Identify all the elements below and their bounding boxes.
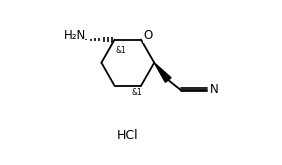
Text: HCl: HCl [117,129,139,142]
Text: &1: &1 [115,46,126,55]
Text: O: O [144,29,153,42]
Text: N: N [210,83,218,96]
Text: H₂N: H₂N [64,29,86,42]
Text: &1: &1 [132,88,143,97]
Polygon shape [154,63,171,82]
